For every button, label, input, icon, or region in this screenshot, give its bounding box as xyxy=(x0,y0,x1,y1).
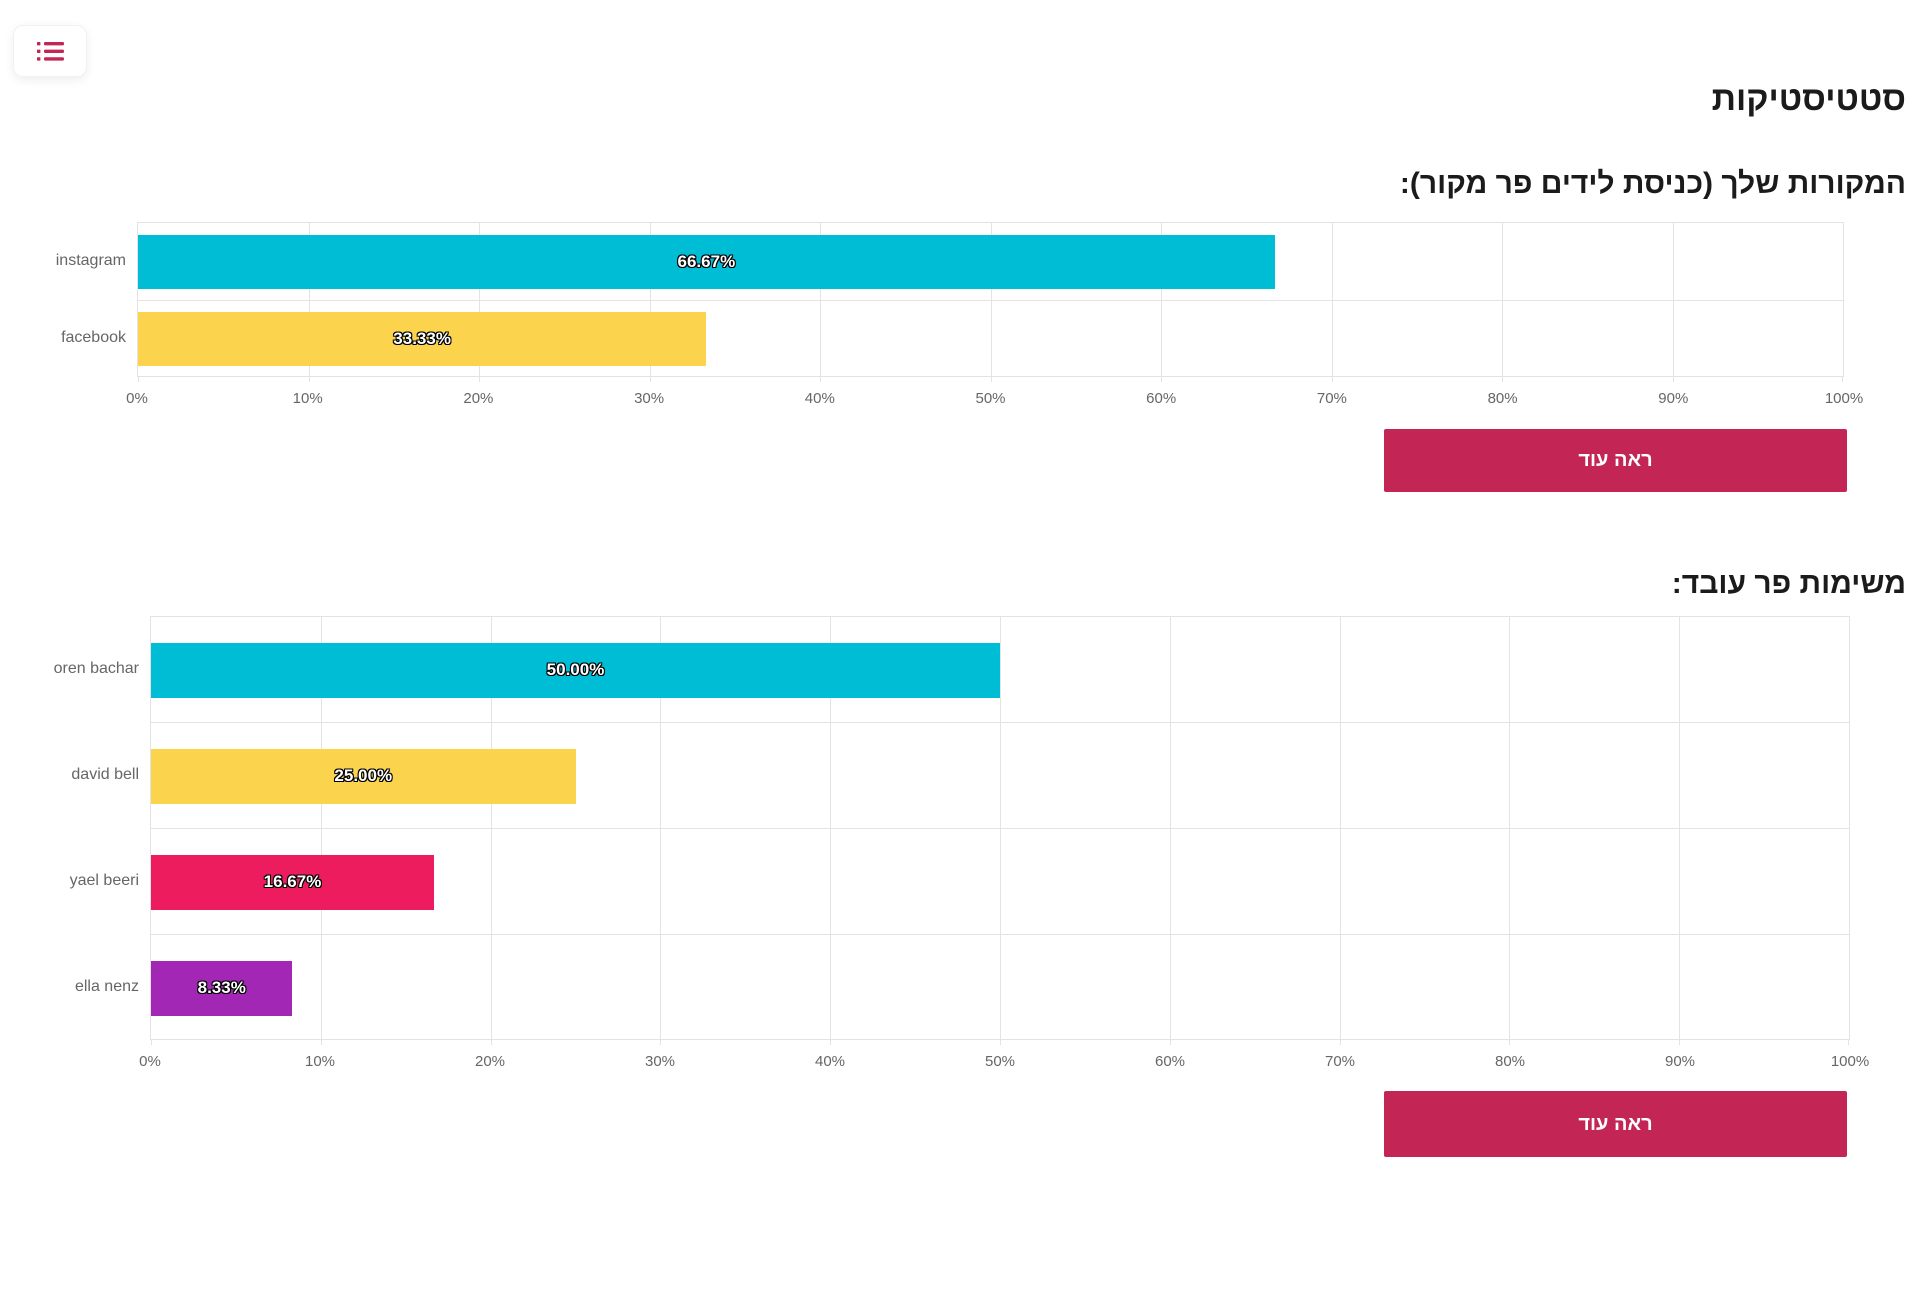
bar[interactable]: 25.00% xyxy=(151,748,576,804)
bar-value-label: 16.67% xyxy=(263,872,322,891)
x-tick-label: 40% xyxy=(814,1053,846,1070)
see-more-button-sources[interactable]: ראה עוד xyxy=(1384,429,1847,492)
tick-mark xyxy=(138,376,139,382)
bar-value-label: 33.33% xyxy=(393,329,451,349)
gridline xyxy=(138,299,1843,301)
x-tick-label: 80% xyxy=(1494,1053,1526,1070)
tick-mark xyxy=(830,1039,832,1045)
x-tick-label: 50% xyxy=(984,1053,1016,1070)
gridline xyxy=(151,934,1849,935)
x-tick-label: 60% xyxy=(1146,390,1177,407)
tick-mark xyxy=(1169,1039,1171,1045)
tick-mark xyxy=(1672,376,1674,382)
page-title: סטטיסטיקות xyxy=(1711,80,1906,118)
y-axis-labels: oren bachar david bell yael beeri ella nenz xyxy=(45,616,150,1040)
plot-area: 66.67% 33.33% xyxy=(137,222,1844,382)
tick-mark xyxy=(1161,376,1162,382)
x-tick-label: 100% xyxy=(1824,390,1864,407)
bar[interactable]: 66.67% xyxy=(138,234,1275,289)
x-tick-label: 10% xyxy=(304,1053,336,1070)
y-axis-labels: instagram facebook xyxy=(45,222,137,377)
x-axis-labels: 0% 10% 20% 30% 40% 50% 60% 70% 80% 90% 100% xyxy=(126,390,1863,412)
tick-mark xyxy=(151,1039,152,1045)
x-tick-label: 0% xyxy=(139,1053,161,1070)
x-tick-label: 70% xyxy=(1316,390,1347,407)
see-more-button-tasks[interactable]: ראה עוד xyxy=(1384,1091,1847,1157)
x-tick-label: 10% xyxy=(292,390,323,407)
x-tick-label: 50% xyxy=(975,390,1006,407)
category-label: facebook xyxy=(61,329,126,347)
list-icon xyxy=(36,41,64,62)
plot-area: 50.00% 25.00% 16.67% 8.33% xyxy=(150,616,1850,1045)
tick-mark xyxy=(1842,376,1843,382)
x-tick-label: 90% xyxy=(1664,1053,1696,1070)
x-tick-label: 80% xyxy=(1487,390,1518,407)
x-tick-label: 100% xyxy=(1830,1053,1870,1070)
tick-mark xyxy=(1331,376,1333,382)
x-tick-label: 0% xyxy=(126,390,148,407)
x-tick-label: 60% xyxy=(1154,1053,1186,1070)
category-label: instagram xyxy=(55,251,126,269)
tick-mark xyxy=(1339,1039,1341,1045)
x-tick-label: 20% xyxy=(463,390,494,407)
x-tick-label: 40% xyxy=(804,390,835,407)
tick-mark xyxy=(1509,1039,1511,1045)
category-label: yael beeri xyxy=(69,872,139,889)
bar-value-label: 8.33% xyxy=(197,978,246,997)
tasks-bar-chart: oren bachar david bell yael beeri ella nenz… xyxy=(45,616,1869,1080)
x-tick-label: 90% xyxy=(1658,390,1689,407)
tick-mark xyxy=(990,376,992,382)
bar-value-label: 66.67% xyxy=(677,251,736,271)
tick-mark xyxy=(479,376,480,382)
tick-mark xyxy=(1000,1039,1001,1045)
category-label: ella nenz xyxy=(74,978,139,995)
gridline xyxy=(151,722,1849,723)
tick-mark xyxy=(308,376,310,382)
list-menu-button[interactable] xyxy=(13,25,87,77)
x-tick-label: 30% xyxy=(634,390,665,407)
category-label: oren bachar xyxy=(53,660,139,677)
x-tick-label: 20% xyxy=(474,1053,506,1070)
x-axis-labels: 0% 10% 20% 30% 40% 50% 60% 70% 80% 90% 100% xyxy=(139,1053,1869,1075)
tick-mark xyxy=(1679,1039,1681,1045)
x-tick-label: 70% xyxy=(1324,1053,1356,1070)
bar-value-label: 50.00% xyxy=(546,660,605,679)
tick-mark xyxy=(649,376,651,382)
tick-mark xyxy=(1502,376,1503,382)
tick-mark xyxy=(490,1039,492,1045)
tick-mark xyxy=(820,376,821,382)
bar[interactable]: 33.33% xyxy=(138,312,707,367)
sources-bar-chart: instagram facebook 66.67% 33.33% 0% 10% 20% 30%… xyxy=(45,222,1863,417)
chart-1-heading: המקורות שלך (כניסת לידים פר מקור): xyxy=(1399,167,1906,200)
bar[interactable]: 50.00% xyxy=(151,642,1000,698)
chart-2-heading: משימות פר עובד: xyxy=(1671,567,1906,600)
tick-mark xyxy=(660,1039,662,1045)
x-tick-label: 30% xyxy=(644,1053,676,1070)
category-label: david bell xyxy=(71,766,139,783)
tick-mark xyxy=(1848,1039,1849,1045)
bar-value-label: 25.00% xyxy=(334,766,393,785)
tick-mark xyxy=(320,1039,322,1045)
bar[interactable]: 8.33% xyxy=(151,960,293,1016)
bar[interactable]: 16.67% xyxy=(151,854,435,910)
gridline xyxy=(151,828,1849,829)
